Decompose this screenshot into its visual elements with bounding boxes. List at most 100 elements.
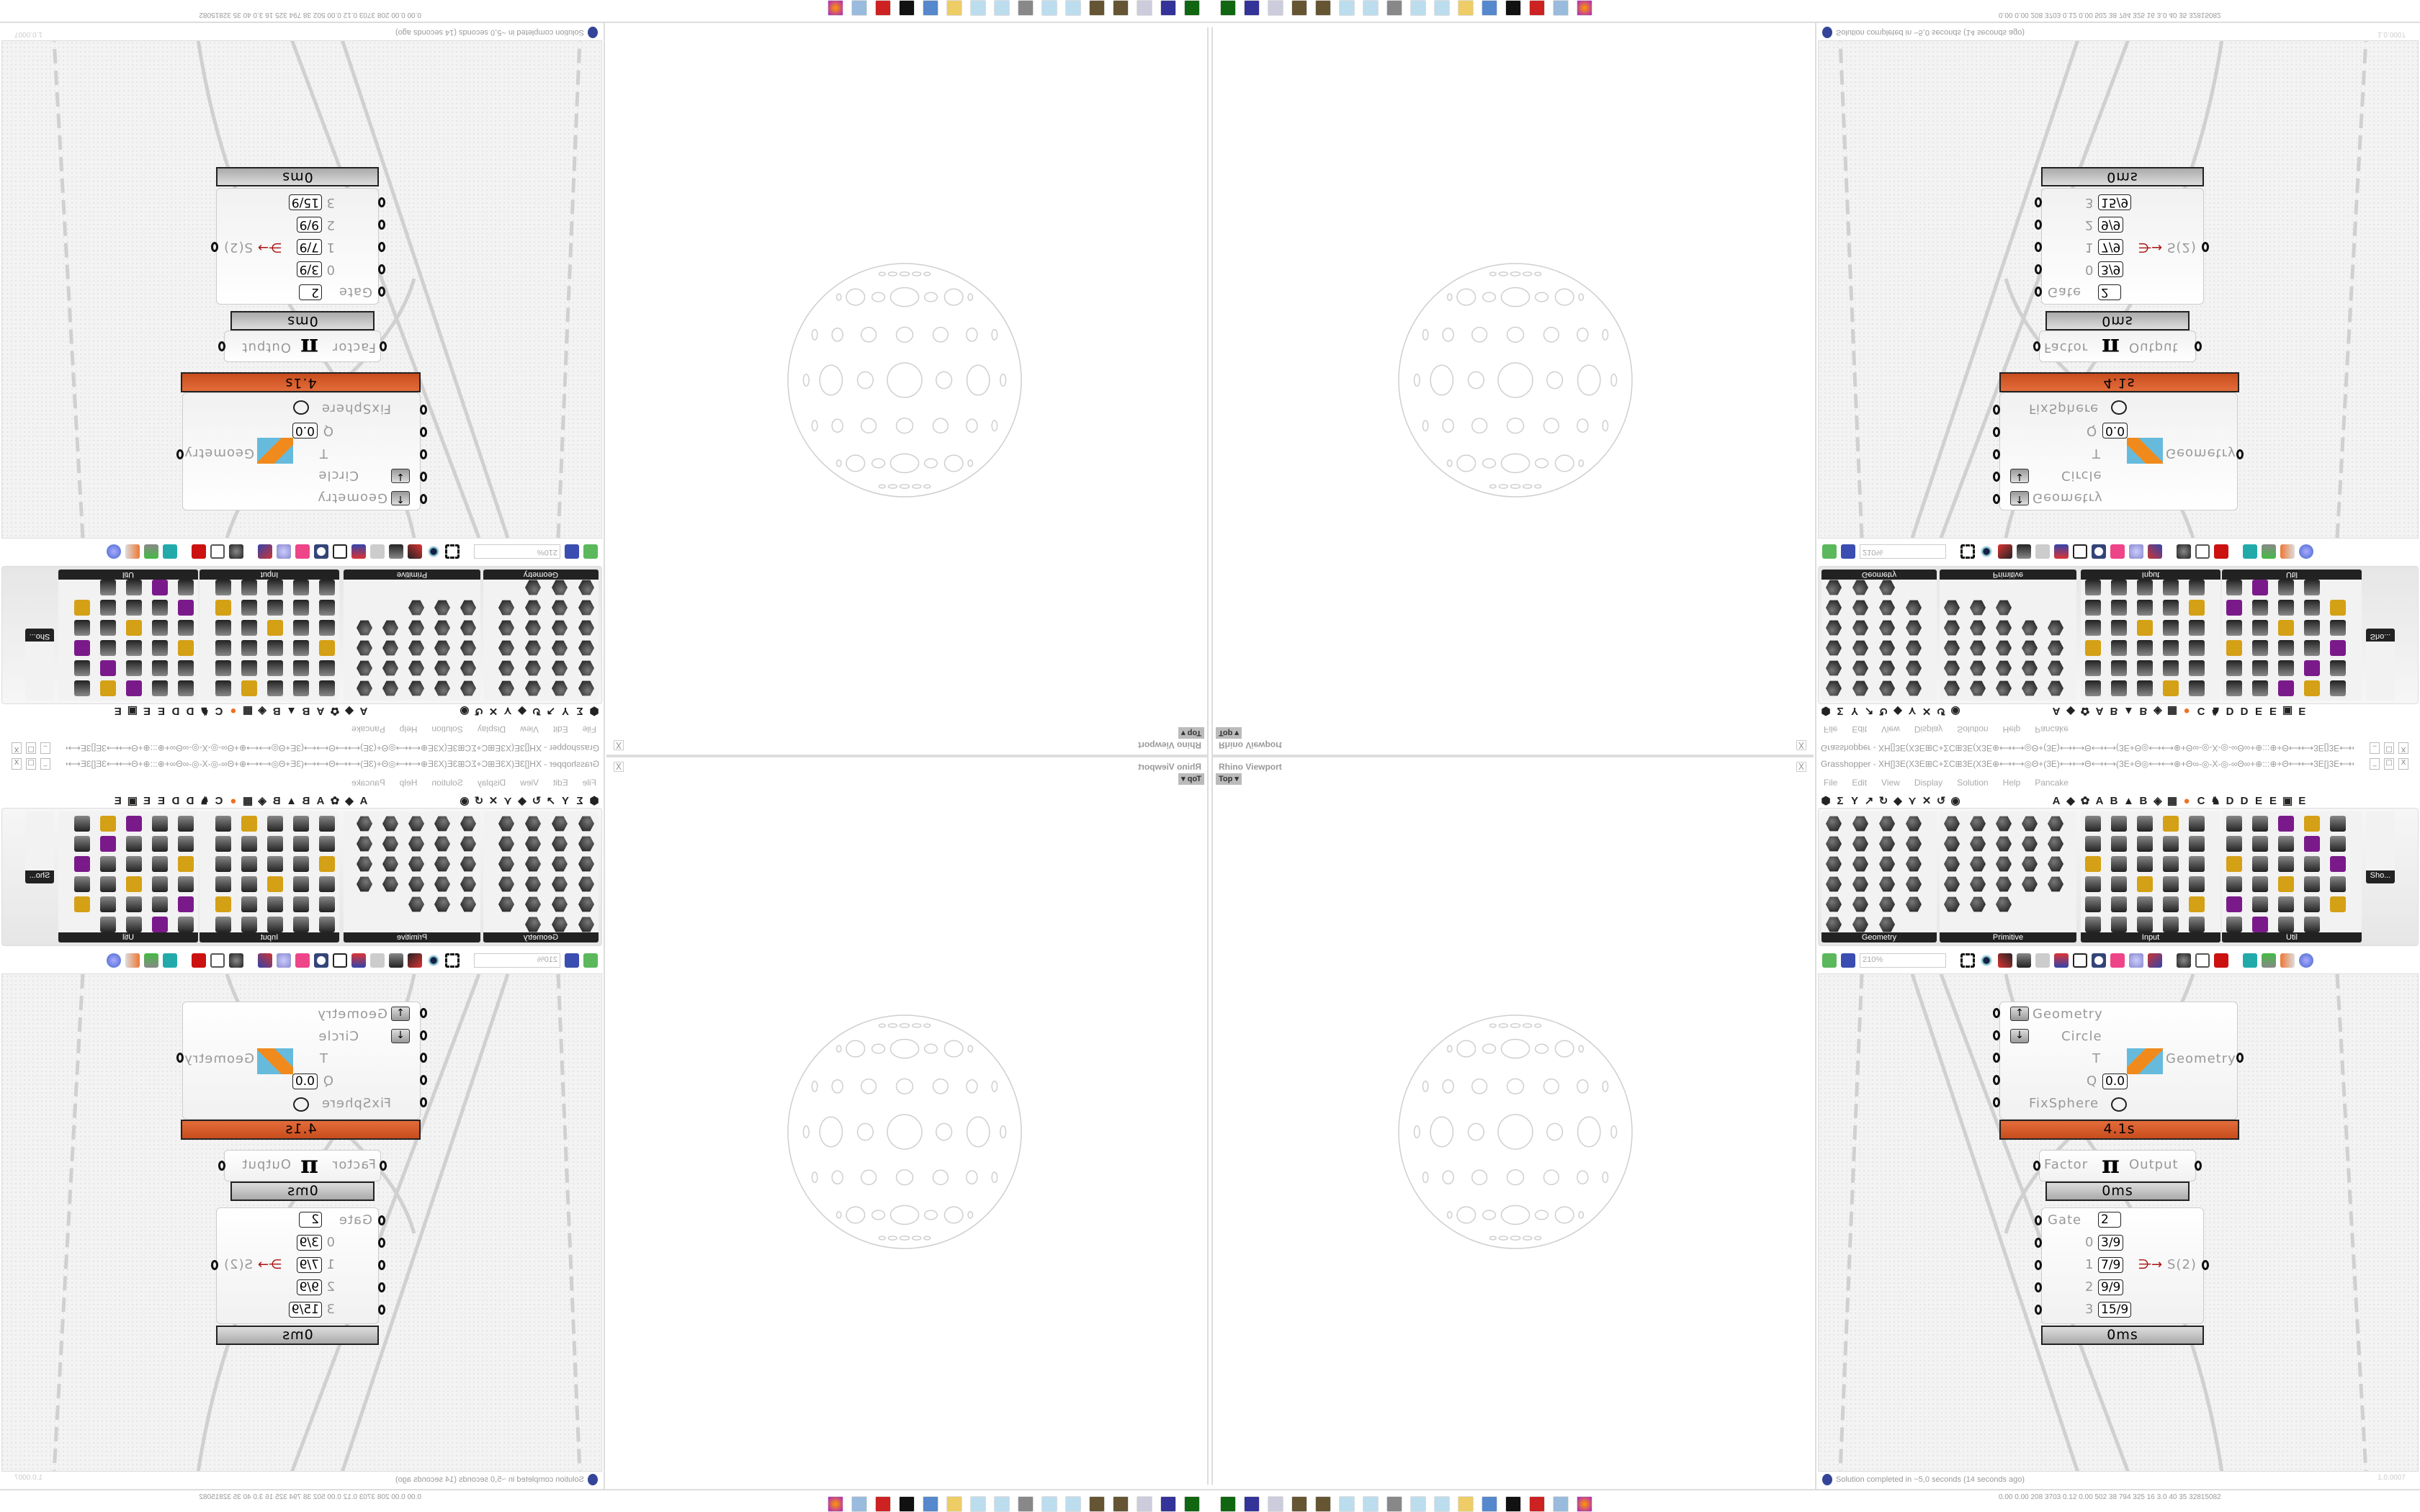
input-grip[interactable] — [1993, 472, 2000, 482]
sketch-icon[interactable] — [1998, 544, 2012, 559]
component-icon[interactable] — [2252, 640, 2268, 656]
ribbon-group-label[interactable]: Input — [2081, 570, 2220, 580]
component-icon[interactable] — [2330, 816, 2346, 832]
component-icon[interactable] — [1944, 876, 1960, 892]
tab-icon[interactable]: ◈ — [258, 795, 266, 807]
folder-icon[interactable] — [946, 1496, 962, 1512]
teal-icon[interactable] — [163, 953, 177, 968]
tab-icon[interactable]: ◉ — [1950, 705, 1960, 717]
component-icon[interactable] — [293, 620, 309, 636]
component-icon[interactable] — [498, 896, 514, 912]
tab-icon[interactable]: Σ — [576, 705, 583, 718]
input-grip[interactable] — [420, 1008, 427, 1018]
component-icon[interactable] — [498, 680, 514, 696]
arrow-down-icon[interactable]: ↓ — [2010, 469, 2029, 483]
tab-icon[interactable]: ✕ — [1922, 705, 1932, 717]
output-grip[interactable] — [2195, 1161, 2202, 1171]
view-dropdown[interactable]: Top ▾ — [1216, 773, 1242, 785]
tab-icon[interactable]: C — [2197, 794, 2205, 807]
calculator-icon[interactable] — [851, 0, 867, 16]
overflow-panel[interactable]: Sho... — [2366, 811, 2395, 883]
component-icon[interactable] — [2111, 640, 2127, 656]
document-icon[interactable] — [1137, 0, 1152, 16]
tab-icon[interactable]: ◈ — [2154, 795, 2162, 807]
component-icon[interactable] — [100, 856, 116, 872]
component-icon[interactable] — [525, 816, 541, 832]
input-grip[interactable] — [420, 449, 427, 459]
preview-eye-icon[interactable] — [1979, 544, 1994, 559]
overflow-panel[interactable]: Sho... — [2366, 629, 2395, 701]
input-grip[interactable] — [378, 1305, 385, 1315]
input-grip[interactable] — [1993, 1030, 2000, 1040]
tab-icon[interactable]: E — [2255, 705, 2263, 718]
output-grip[interactable] — [211, 242, 218, 252]
stream-value-field[interactable]: 9/9 — [2098, 1279, 2124, 1295]
component-icon[interactable] — [100, 917, 116, 932]
component-icon[interactable] — [2330, 660, 2346, 676]
component-icon[interactable] — [319, 896, 335, 912]
component-icon[interactable] — [408, 600, 424, 616]
tab-icon[interactable]: ↗ — [1864, 795, 1874, 807]
tab-icon[interactable]: Y — [562, 794, 570, 807]
component-icon[interactable] — [1879, 917, 1895, 932]
view-dropdown[interactable]: Top ▾ — [1178, 773, 1204, 785]
component-icon[interactable] — [100, 680, 116, 696]
menu-item-pancake[interactable]: Pancake — [2035, 778, 2069, 788]
component-icon[interactable] — [382, 836, 398, 852]
notepad-icon[interactable] — [1339, 0, 1355, 16]
component-icon[interactable] — [460, 816, 476, 832]
gear-icon[interactable] — [1315, 1496, 1331, 1512]
output-grip[interactable] — [218, 341, 225, 351]
component-icon[interactable] — [1826, 816, 1842, 832]
component-icon[interactable] — [178, 876, 194, 892]
firefox-icon[interactable] — [1577, 0, 1592, 16]
component-icon[interactable] — [1852, 836, 1868, 852]
component-icon[interactable] — [2304, 580, 2320, 595]
tab-icon[interactable]: A — [316, 794, 325, 807]
component-icon[interactable] — [1852, 816, 1868, 832]
component-icon[interactable] — [74, 856, 90, 872]
component-icon[interactable] — [2022, 620, 2038, 636]
new-file-icon[interactable] — [1822, 544, 1837, 559]
component-icon[interactable] — [2278, 580, 2294, 595]
stream-value-field[interactable]: 9/9 — [296, 1279, 322, 1295]
tab-icon[interactable]: ▣ — [2282, 795, 2293, 807]
component-icon[interactable] — [152, 896, 168, 912]
q-value-field[interactable]: 0.0 — [2102, 1074, 2128, 1089]
component-icon[interactable] — [1826, 917, 1842, 932]
component-icon[interactable] — [408, 856, 424, 872]
component-icon[interactable] — [408, 896, 424, 912]
component-icon[interactable] — [578, 660, 594, 676]
folder-icon[interactable] — [946, 0, 962, 16]
tab-icon[interactable]: D — [2226, 794, 2234, 807]
component-icon[interactable] — [74, 680, 90, 696]
tab-icon[interactable]: ⬢ — [589, 705, 599, 717]
kangaroo-solver-component[interactable]: ↑ ↓ Geometry Circle T Q 0.0 FixSphere Ge… — [1999, 392, 2238, 510]
input-grip[interactable] — [380, 341, 387, 351]
component-icon[interactable] — [2252, 600, 2268, 616]
component-icon[interactable] — [2163, 580, 2179, 595]
component-icon[interactable] — [267, 680, 283, 696]
tab-icon[interactable]: ● — [230, 705, 237, 718]
component-icon[interactable] — [126, 816, 142, 832]
component-icon[interactable] — [1906, 836, 1922, 852]
menu-item-display[interactable]: Display — [477, 724, 506, 734]
wireframe-icon[interactable] — [2195, 953, 2210, 968]
component-icon[interactable] — [2163, 856, 2179, 872]
component-icon[interactable] — [552, 680, 568, 696]
tab-icon[interactable]: Σ — [1837, 705, 1844, 718]
maximize-button[interactable]: □ — [2384, 742, 2394, 754]
component-icon[interactable] — [152, 680, 168, 696]
tab-icon[interactable]: ↻ — [1878, 705, 1888, 717]
monitor-icon[interactable] — [1386, 0, 1402, 16]
input-grip[interactable] — [378, 1282, 385, 1292]
component-icon[interactable] — [2252, 876, 2268, 892]
tab-icon[interactable]: C — [2197, 705, 2205, 718]
component-icon[interactable] — [2085, 917, 2101, 932]
stream-gate-component[interactable]: Gate 2 ⋺→ S(2) 0 3/9 1 7/9 2 9/9 3 15/9 — [2041, 188, 2204, 305]
stream-value-field[interactable]: 7/9 — [296, 239, 322, 255]
at-icon[interactable] — [370, 953, 385, 968]
tab-icon[interactable]: D — [171, 705, 180, 718]
output-grip[interactable] — [2195, 341, 2202, 351]
component-icon[interactable] — [525, 620, 541, 636]
